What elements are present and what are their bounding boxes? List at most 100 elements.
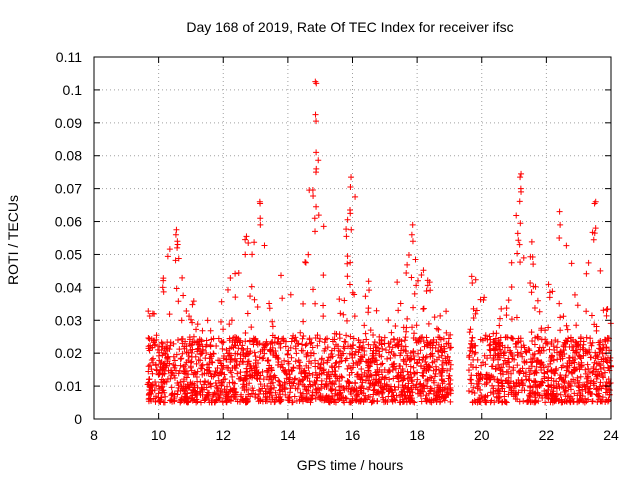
data-point [188, 353, 195, 360]
data-point [324, 344, 331, 351]
data-point [528, 289, 535, 296]
data-point [577, 396, 584, 403]
data-point [402, 334, 409, 341]
data-point [371, 339, 378, 346]
data-point [388, 348, 395, 355]
data-point [490, 390, 497, 397]
data-point [338, 393, 345, 400]
data-point [209, 391, 216, 398]
data-point [359, 354, 366, 361]
data-point [219, 345, 226, 352]
data-point [224, 397, 231, 404]
data-point [439, 380, 446, 387]
data-point [165, 353, 172, 360]
data-point [479, 374, 486, 381]
data-point [417, 388, 424, 395]
data-point [420, 305, 427, 312]
data-point [168, 372, 175, 379]
data-point [552, 366, 559, 373]
data-point [347, 259, 354, 266]
data-point [427, 385, 434, 392]
data-point [536, 308, 543, 315]
data-point [252, 391, 259, 398]
data-point [220, 339, 227, 346]
data-point [277, 340, 284, 347]
data-point [145, 368, 152, 375]
data-point [446, 372, 453, 379]
data-point [508, 284, 515, 291]
data-point [424, 282, 431, 289]
data-point [385, 393, 392, 400]
data-point [165, 367, 172, 374]
data-point [593, 323, 600, 330]
data-point [145, 396, 152, 403]
data-point [489, 382, 496, 389]
data-point [290, 364, 297, 371]
data-point [215, 372, 222, 379]
data-point [321, 339, 328, 346]
data-point [553, 385, 560, 392]
data-point [520, 370, 527, 377]
data-point [303, 362, 310, 369]
data-point [447, 344, 454, 351]
data-point [469, 279, 476, 286]
data-point [299, 335, 306, 342]
data-point [254, 341, 261, 348]
data-point [229, 373, 236, 380]
data-point [530, 261, 537, 268]
data-point [309, 344, 316, 351]
data-point [557, 314, 564, 321]
data-point [257, 221, 264, 228]
data-point [163, 344, 170, 351]
data-point [481, 294, 488, 301]
data-point [296, 363, 303, 370]
data-point [218, 370, 225, 377]
data-point [469, 399, 476, 406]
data-point [378, 353, 385, 360]
data-point [534, 333, 541, 340]
data-point [434, 394, 441, 401]
data-point [365, 305, 372, 312]
data-point [390, 375, 397, 382]
data-point [324, 335, 331, 342]
data-point [348, 226, 355, 233]
data-point [365, 386, 372, 393]
data-point [513, 212, 520, 219]
data-point [553, 344, 560, 351]
data-point [394, 279, 401, 286]
data-point [411, 330, 418, 337]
data-point [416, 356, 423, 363]
data-point [544, 394, 551, 401]
data-point [181, 368, 188, 374]
y-tick-label: 0.08 [55, 148, 82, 164]
data-point [310, 382, 317, 389]
data-point [426, 364, 433, 371]
data-point [559, 353, 566, 360]
data-point [370, 332, 377, 339]
data-point [478, 392, 485, 399]
data-point [528, 329, 535, 336]
data-point [440, 343, 447, 350]
data-point [341, 297, 348, 304]
data-point [430, 377, 437, 384]
data-point [314, 342, 321, 349]
data-point [329, 368, 336, 375]
data-point [191, 382, 198, 389]
data-point [351, 291, 358, 298]
data-point [348, 391, 355, 398]
data-point [571, 291, 578, 298]
data-point [597, 267, 604, 274]
data-point [468, 340, 475, 347]
data-point [327, 354, 334, 361]
data-point [595, 387, 602, 394]
data-point [246, 337, 253, 344]
data-point [193, 339, 200, 346]
data-point [312, 363, 319, 370]
data-point [585, 365, 592, 372]
data-point [183, 398, 190, 405]
data-point [408, 376, 415, 383]
data-point [195, 345, 202, 352]
data-point [221, 371, 228, 378]
data-point [519, 381, 526, 388]
data-point [279, 383, 286, 390]
